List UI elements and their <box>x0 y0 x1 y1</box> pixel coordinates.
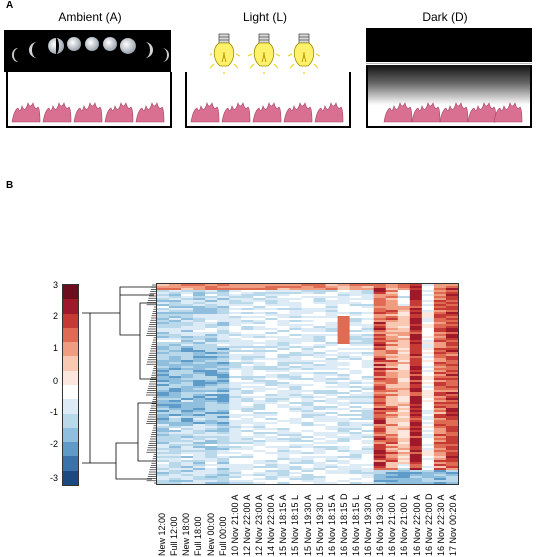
scale-swatch <box>63 342 78 357</box>
tick-label: 0 <box>52 376 58 386</box>
column-label: 16 Nov 18:15 A <box>326 494 337 556</box>
column-label: Full 12:00 <box>169 516 180 556</box>
column-label: 16 Nov 22:00 D <box>423 493 434 556</box>
coral-icon <box>10 101 168 124</box>
scale-swatch <box>63 470 78 485</box>
column-label: 16 Nov 22:30 A <box>435 494 446 556</box>
tick-label: -1 <box>49 407 58 417</box>
tick-label: 1 <box>52 343 58 353</box>
light-bulb-icon <box>207 32 330 75</box>
scale-swatch <box>63 313 78 328</box>
column-label: 16 Nov 21:00 L <box>399 494 410 556</box>
column-label: New 18:00 <box>181 512 192 556</box>
column-label: Full 18:00 <box>193 516 204 556</box>
column-label: 12 Nov 23:00 A <box>254 494 265 556</box>
column-label: 15 Nov 19:30 A <box>302 494 313 556</box>
dark-tank <box>366 66 532 128</box>
light-tank <box>185 72 351 128</box>
row-dendrogram <box>80 283 156 485</box>
scale-swatch <box>63 299 78 314</box>
column-label: 14 Nov 22:00 A <box>266 494 277 556</box>
scale-swatch <box>63 427 78 443</box>
column-label: 15 Nov 18:15 A <box>278 494 289 556</box>
dark-shade <box>366 65 532 105</box>
column-label: 15 Nov 19:30 L <box>314 494 325 556</box>
column-label: 16 Nov 18:15 L <box>350 494 361 556</box>
column-label: 16 Nov 19:30 A <box>363 494 374 556</box>
color-scale-ticks: 3 2 1 0 -1 -2 -3 <box>44 280 60 490</box>
coral-icon <box>189 101 347 124</box>
tick-label: -2 <box>49 439 58 449</box>
tick-label: -3 <box>49 473 58 483</box>
panel-b-label: B <box>6 180 14 191</box>
coral-icon <box>370 101 528 124</box>
color-scale-bar <box>62 284 79 486</box>
column-label: 16 Nov 19:30 L <box>375 494 386 556</box>
scale-swatch <box>63 370 78 385</box>
column-label: 16 Nov 21:00 A <box>387 494 398 556</box>
scale-swatch <box>63 413 78 428</box>
column-label: 15 Nov 18:15 L <box>290 494 301 556</box>
scale-swatch <box>63 456 78 471</box>
tick-label: 3 <box>52 280 58 290</box>
scale-swatch <box>63 442 78 457</box>
column-label: 16 Nov 22:00 A <box>411 494 422 556</box>
dark-gradient-icon <box>366 28 532 62</box>
ambient-title: Ambient (A) <box>58 10 122 24</box>
column-label: 10 Nov 21:00 A <box>229 494 240 556</box>
scale-swatch <box>63 327 78 343</box>
scale-swatch <box>63 285 78 300</box>
dark-divider <box>366 63 532 64</box>
scale-swatch <box>63 356 78 371</box>
column-labels: New 12:00 Full 12:00 New 18:00 Full 18:00 Ne… <box>156 488 459 557</box>
ambient-tank <box>6 72 172 128</box>
scale-swatch <box>63 399 78 414</box>
column-label: 17 Nov 00:20 A <box>447 494 458 556</box>
column-label: New 12:00 <box>157 512 168 556</box>
tick-label: 2 <box>52 311 58 321</box>
moon-phases-icon <box>4 30 171 72</box>
column-label: 12 Nov 22:00 A <box>241 494 252 556</box>
panel-a-label: A <box>6 0 14 11</box>
scale-swatch <box>63 384 78 400</box>
column-label: Full 00:00 <box>217 516 228 556</box>
dark-title: Dark (D) <box>422 10 468 24</box>
light-title: Light (L) <box>242 10 288 24</box>
column-label: New 00:00 <box>205 512 216 556</box>
column-label: 16 Nov 18:15 D <box>338 493 349 556</box>
expression-heatmap <box>156 283 459 485</box>
